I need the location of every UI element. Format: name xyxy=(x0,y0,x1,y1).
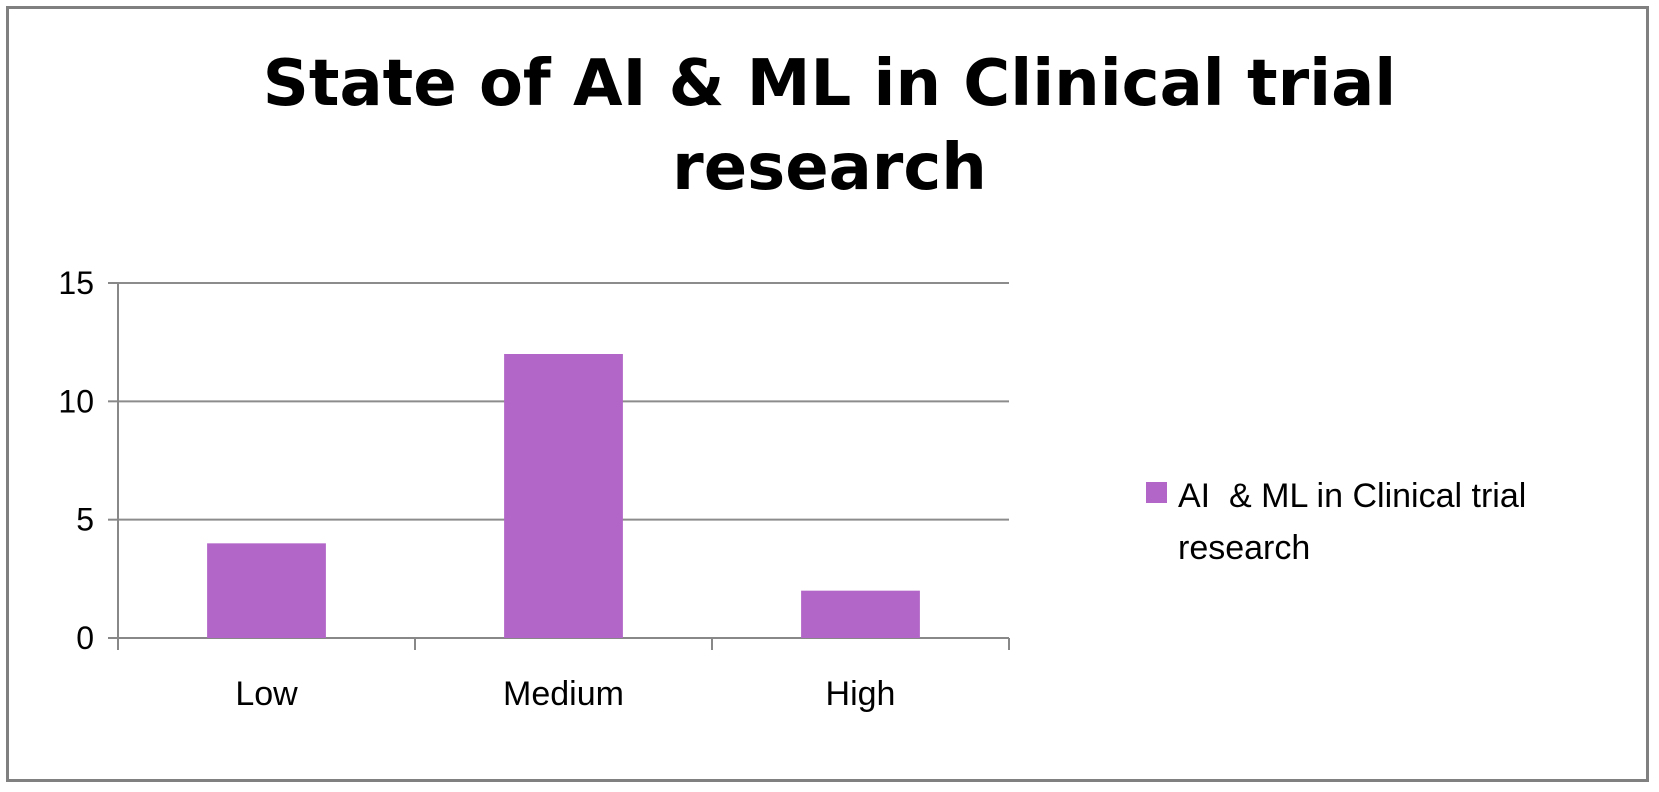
chart-frame xyxy=(6,6,1649,782)
chart-title-line2: research xyxy=(672,131,987,205)
chart-title: State of AI & ML in Clinical trial resea… xyxy=(0,42,1659,210)
bar-low xyxy=(207,543,326,638)
x-category-label: Low xyxy=(235,675,298,713)
y-tick-label: 15 xyxy=(58,265,94,301)
bar-medium xyxy=(504,354,623,638)
x-category-label: Medium xyxy=(503,675,624,713)
legend: AI & ML in Clinical trial research xyxy=(1146,470,1616,574)
chart-title-line1: State of AI & ML in Clinical trial xyxy=(262,47,1397,121)
y-tick-label: 0 xyxy=(76,620,94,656)
bar-high xyxy=(801,590,920,638)
x-category-label: High xyxy=(826,675,896,713)
legend-label: AI & ML in Clinical trial research xyxy=(1178,477,1536,567)
y-tick-label: 10 xyxy=(58,383,94,419)
legend-swatch xyxy=(1146,482,1167,503)
y-tick-label: 5 xyxy=(76,502,94,538)
